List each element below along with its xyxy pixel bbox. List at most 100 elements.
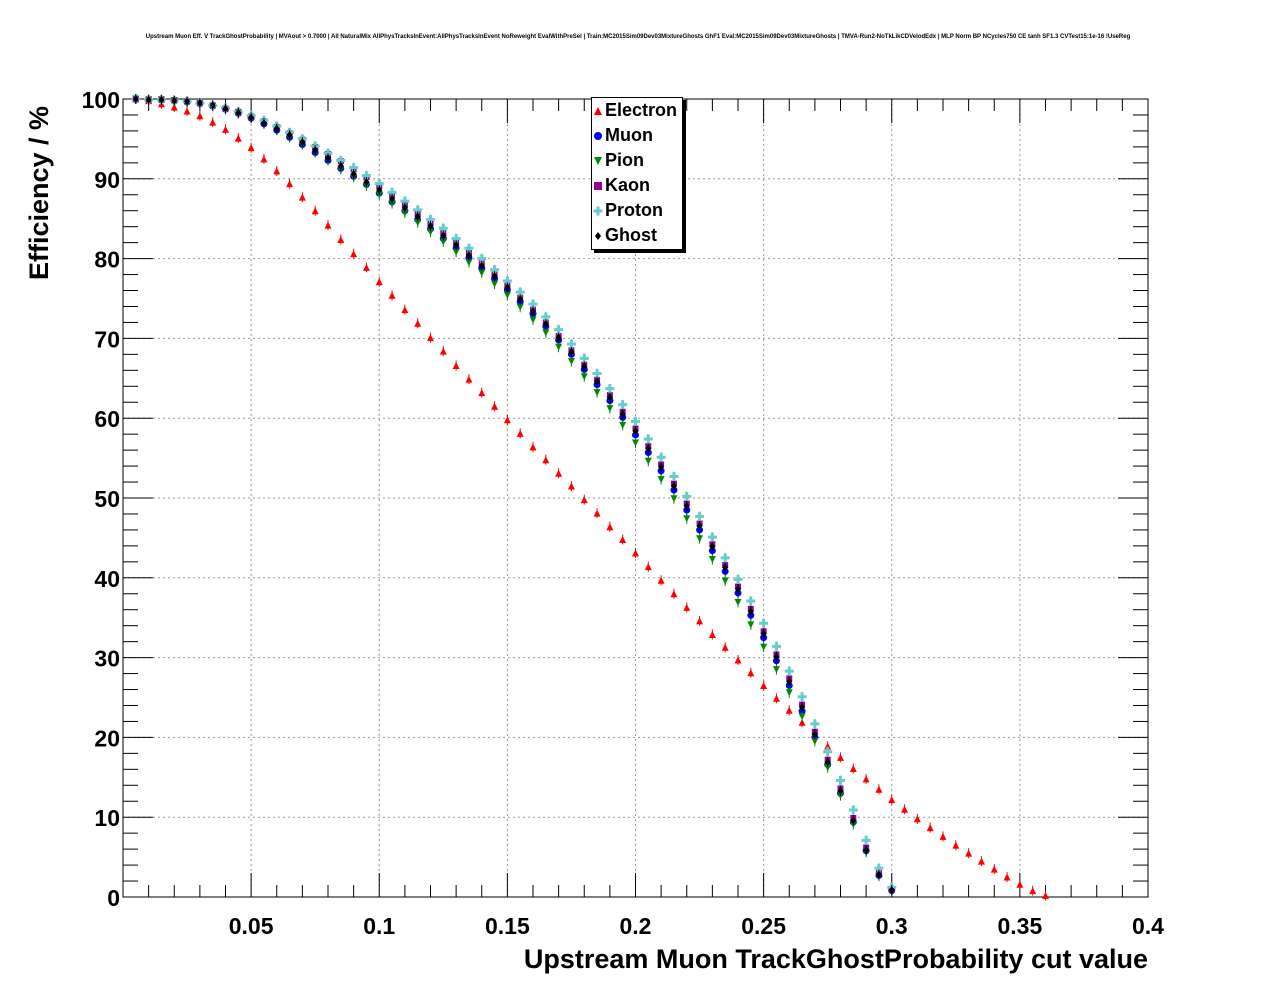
ghost-point [260,118,267,127]
ghost-point [517,295,524,304]
legend-label: Ghost [605,225,657,245]
electron-point [183,107,191,115]
electron-point [286,180,294,188]
ghost-point [568,347,575,356]
electron-point [657,576,665,584]
ghost-point [747,607,754,616]
ghost-point [299,138,306,147]
proton-point [528,299,538,309]
electron-point [952,841,960,849]
legend-item-pion: Pion [592,148,682,173]
ghost-point [363,177,370,186]
proton-point [861,835,871,845]
electron-point [427,334,434,342]
tick-labels: 0.05 0.1 0.15 0.2 0.25 0.3 0.35 0.4 0 10 20 30 40 50 6… [82,87,1165,939]
ghost-point [401,203,408,212]
y-tick-label: 10 [94,805,120,831]
electron-point [567,482,575,490]
proton-point [426,214,435,224]
electron-point [670,590,678,598]
electron-point [772,694,780,702]
proton-point [400,196,410,206]
ghost-point [760,629,767,638]
electron-point [452,362,460,370]
y-tick-label: 80 [94,247,120,273]
x-tick-label: 0.15 [485,913,530,939]
ghost-point [158,95,165,104]
ghost-point [837,786,844,795]
ghost-point [145,95,152,104]
electron-point [516,429,524,437]
y-tick-label: 40 [94,566,120,592]
electron-point [260,155,268,163]
series-muon [132,94,896,896]
cross-icon [592,206,604,216]
ghost-point [325,154,331,163]
proton-point [656,452,666,462]
ghost-point [504,283,511,292]
electron-point [708,630,716,638]
pion-point [644,457,652,465]
electron-point [388,291,396,299]
diamond-icon [592,231,604,241]
pion-point [721,577,729,585]
legend-label: Pion [605,150,644,170]
y-tick-label: 70 [94,326,120,352]
y-tick-label: 90 [94,167,120,193]
proton-point [451,234,461,244]
ghost-point [606,393,613,402]
electron-point [414,319,422,327]
ghost-point [799,703,806,712]
y-tick-label: 0 [107,885,120,911]
ghost-point [453,241,460,250]
y-tick-label: 20 [94,725,120,751]
x-axis-label: Upstream Muon TrackGhostProbability cut … [523,944,1148,974]
data-series [131,94,1049,901]
proton-point [733,574,743,584]
pion-point [516,303,524,311]
electron-point [990,865,998,873]
electron-point [1016,880,1024,888]
electron-point [222,125,229,133]
electron-point [491,402,499,410]
circle-icon [592,131,604,141]
electron-point [747,669,755,677]
ghost-point [850,816,857,825]
ghost-point [235,108,242,117]
electron-point [209,118,217,126]
electron-point [837,753,844,761]
pion-point [452,248,460,256]
electron-point [977,857,985,865]
proton-point [823,747,833,757]
ghost-point [683,501,690,510]
ghost-point [132,95,139,103]
proton-point [631,416,640,426]
electron-point [824,742,832,750]
y-tick-label: 60 [94,406,120,432]
legend-item-ghost: Ghost [592,223,682,248]
electron-point [1042,891,1049,899]
electron-point [375,278,383,286]
ghost-point [824,758,831,767]
electron-point [593,509,601,517]
legend-item-proton: Proton [592,198,682,223]
pion-point [798,713,806,721]
triangle-up-icon [592,106,604,116]
electron-point [696,617,704,625]
ghost-point [670,482,677,491]
x-tick-label: 0.2 [620,913,652,939]
pion-point [593,389,601,397]
proton-point [490,265,500,275]
legend: Electron Muon Pion Kaon Proton Ghost [591,97,683,250]
pion-point [465,259,473,267]
ghost-point [722,563,729,572]
proton-point [477,254,487,264]
electron-point [234,134,242,142]
legend-item-electron: Electron [592,98,682,123]
pion-point [439,238,447,246]
ghost-point [196,98,203,107]
y-axis-label: Efficiency / % [24,105,54,280]
ghost-point [427,221,434,230]
pion-point [785,689,793,697]
